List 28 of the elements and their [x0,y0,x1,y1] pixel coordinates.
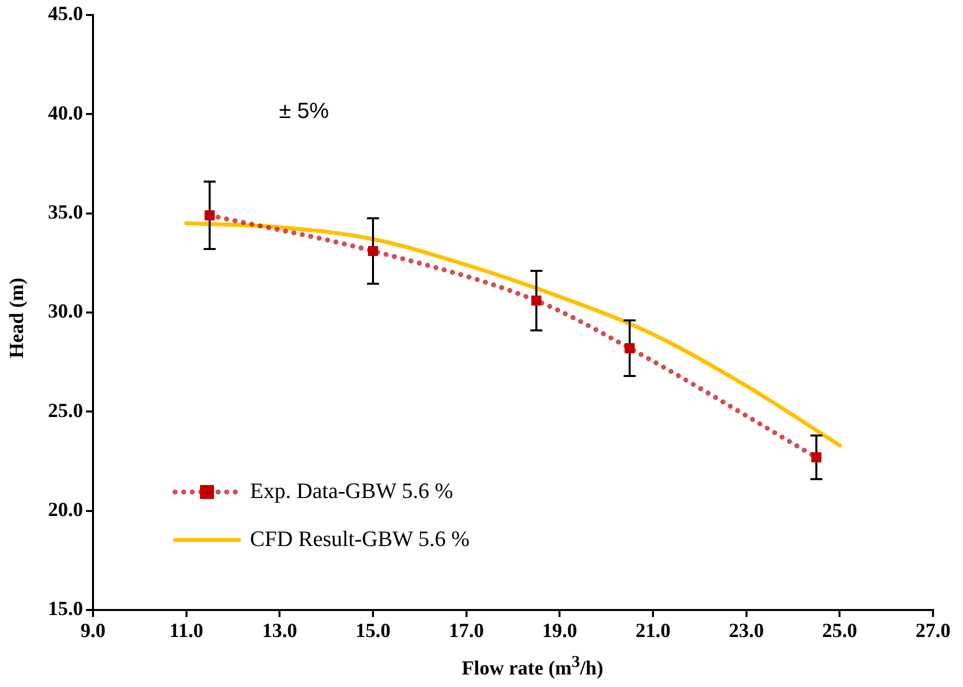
point [368,246,378,256]
x-tick-label: 15.0 [356,620,390,642]
x-tick-label: 17.0 [448,620,484,642]
legend-label: Exp. Data-GBW 5.6 % [250,478,454,503]
x-tick-label: 25.0 [822,620,858,642]
x-tick-label: 23.0 [728,620,764,642]
y-tick-label: 45.0 [48,3,83,26]
x-tick-label: 13.0 [262,620,298,642]
legend-label: CFD Result-GBW 5.6 % [250,526,470,551]
point [531,296,542,306]
y-tick-label: 35.0 [48,202,83,224]
y-tick-label: 15.0 [48,598,83,620]
x-tick-label: 27.0 [916,620,950,642]
x-tick-label: 21.0 [636,620,670,642]
point [204,210,215,220]
x-tick-label: 19.0 [542,620,578,642]
y-tick-label: 30.0 [48,300,83,323]
y-axis-title: Head (m) [6,278,28,358]
x-axis-title: Flow rate (m$^{3}$/h) [460,652,604,681]
x-tick-label: 9.0 [80,620,106,642]
point [811,452,822,462]
x-tick-label: 11.0 [169,620,204,642]
y-tick-label: 40.0 [48,102,83,124]
annotation: ± 5% [279,98,329,124]
y-tick-label: 20.0 [48,499,83,522]
y-tick-label: 25.0 [48,400,83,422]
point [624,343,635,354]
line-series [184,221,842,448]
